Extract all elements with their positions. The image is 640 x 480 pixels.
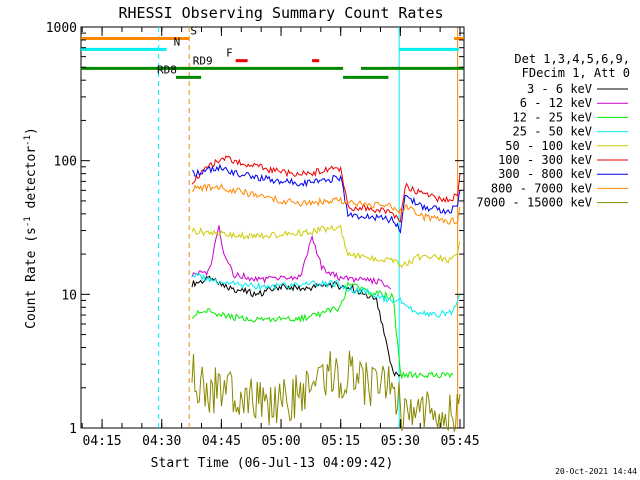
- series-line: [191, 281, 454, 380]
- status-bar-label: S: [190, 25, 197, 38]
- y-label-sup: -1: [23, 216, 33, 227]
- series-line: [191, 224, 461, 268]
- x-tick-label: 05:15: [321, 434, 360, 449]
- series-layer: [191, 155, 461, 432]
- y-tick-label: 100: [54, 155, 77, 170]
- legend-label: 100 - 300 keV: [498, 153, 592, 167]
- x-tick-label: 05:45: [440, 434, 479, 449]
- series-line: [191, 182, 461, 225]
- y-tick-label: 1: [69, 422, 77, 437]
- legend-label: 6 - 12 keV: [520, 96, 592, 110]
- status-bar-label: RD8: [157, 63, 177, 76]
- legend-label: 3 - 6 keV: [527, 82, 592, 96]
- y-label-sup: -1: [23, 135, 33, 146]
- status-bars: SN F RD9 RD8: [81, 25, 464, 79]
- legend-header-line: Det 1,3,4,5,6,9,: [514, 52, 630, 66]
- x-tick-label: 04:45: [202, 434, 241, 449]
- legend-label: 25 - 50 keV: [513, 125, 592, 139]
- status-bar-label: F: [226, 47, 233, 60]
- y-label-part: ): [24, 127, 39, 135]
- y-tick-label: 10: [61, 288, 77, 303]
- legend-label: 12 - 25 keV: [513, 110, 592, 124]
- legend-header-line: FDecim 1, Att 0: [522, 66, 630, 80]
- series-line: [191, 225, 392, 290]
- series-line: [191, 155, 461, 223]
- x-axis: 04:15 04:30 04:45 05:00 05:15 05:30 05:45: [81, 27, 480, 449]
- status-bar-label: RD9: [193, 54, 213, 67]
- reference-lines: [158, 27, 459, 428]
- y-axis: 1 10 100 1000: [46, 21, 464, 437]
- series-line: [191, 275, 401, 377]
- y-label-part: detector: [24, 146, 39, 217]
- footer-date: 20-Oct-2021 14:44: [555, 467, 637, 476]
- x-tick-label: 05:30: [381, 434, 420, 449]
- legend-label: 300 - 800 keV: [498, 167, 592, 181]
- series-line: [191, 350, 461, 432]
- legend-label: 7000 - 15000 keV: [476, 196, 592, 210]
- y-label-part: Count Rate (s: [24, 227, 39, 329]
- x-axis-label: Start Time (06-Jul-13 04:09:42): [151, 456, 394, 471]
- legend-label: 800 - 7000 keV: [491, 181, 592, 195]
- x-tick-label: 04:15: [83, 434, 122, 449]
- x-tick-label: 04:30: [142, 434, 181, 449]
- series-line: [191, 163, 461, 234]
- y-axis-label: Count Rate (s-1 detector-1): [23, 127, 39, 329]
- y-tick-label: 1000: [46, 21, 77, 36]
- status-bar-label: N: [174, 35, 181, 48]
- chart-title: RHESSI Observing Summary Count Rates: [118, 4, 443, 22]
- x-tick-label: 05:00: [261, 434, 300, 449]
- series-line: [191, 272, 461, 318]
- legend-label: 50 - 100 keV: [505, 139, 592, 153]
- legend: Det 1,3,4,5,6,9, FDecim 1, Att 0 3 - 6 k…: [476, 52, 630, 210]
- plot-frame: [80, 26, 465, 429]
